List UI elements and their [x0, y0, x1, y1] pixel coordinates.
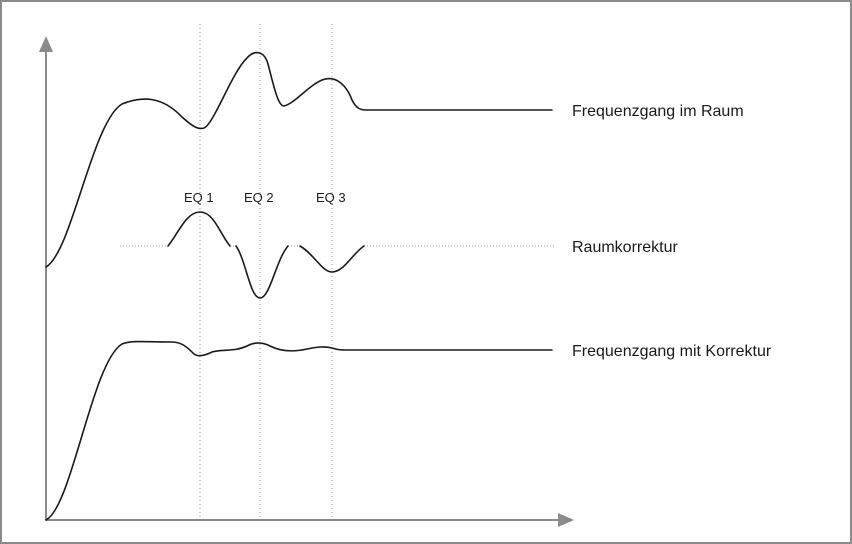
corrected-response-curve	[45, 340, 553, 521]
eq2-label: EQ 2	[244, 190, 274, 205]
eq1-label: EQ 1	[184, 190, 214, 205]
x-axis-arrow-icon	[558, 513, 574, 527]
room-response-curve	[45, 51, 553, 268]
corrected-response-label: Frequenzgang mit Korrektur	[572, 343, 772, 360]
room-response-label: Frequenzgang im Raum	[572, 103, 744, 120]
room-correction-label: Raumkorrektur	[572, 239, 678, 256]
eq3-label: EQ 3	[316, 190, 346, 205]
eq2-bell-curve	[235, 245, 289, 299]
y-axis-arrow-icon	[39, 36, 53, 52]
eq3-bell-curve	[299, 245, 365, 273]
eq1-bell-curve	[167, 211, 231, 247]
